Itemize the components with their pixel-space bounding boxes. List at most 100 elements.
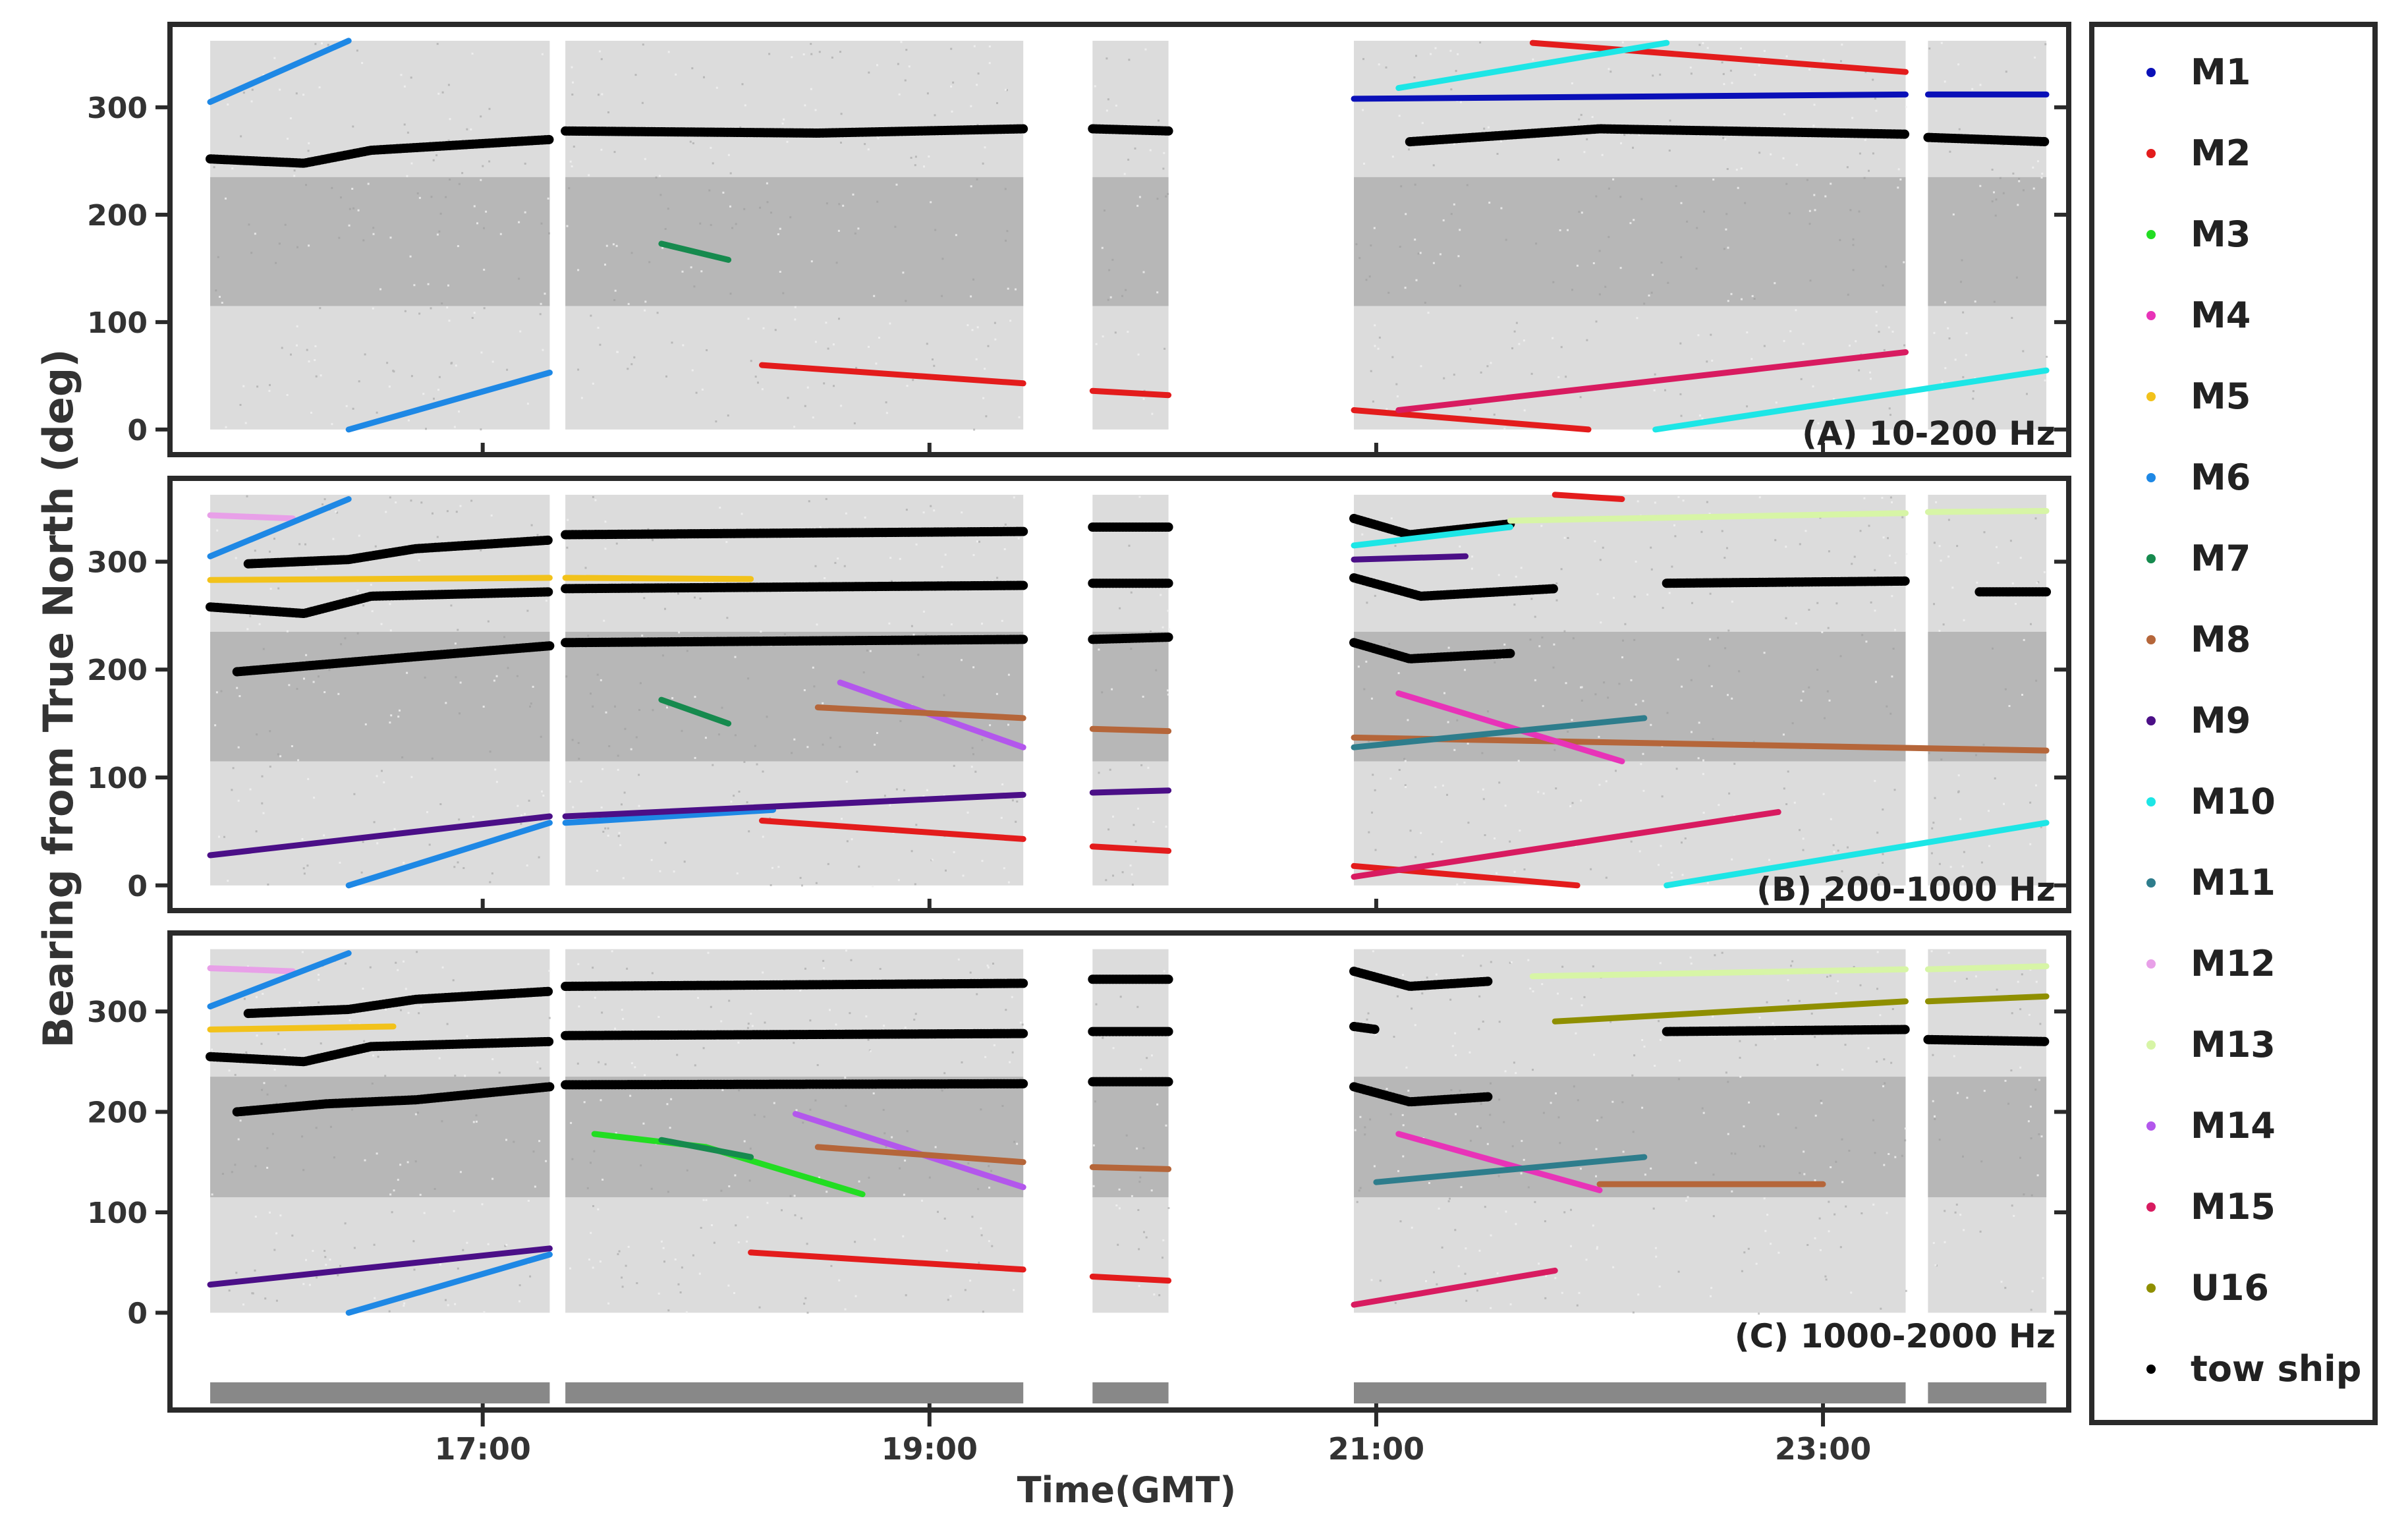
track-m8 xyxy=(814,1144,1026,1166)
track-m2 xyxy=(759,818,1026,842)
coverage-bar xyxy=(210,1382,550,1403)
track-tow-ship xyxy=(561,1079,1028,1090)
legend-marker-m11 xyxy=(2146,878,2156,888)
legend-marker-m2 xyxy=(2146,149,2156,158)
track-m10 xyxy=(1395,40,1670,92)
track-tow-ship xyxy=(1923,1034,2052,1046)
track-m6 xyxy=(207,38,352,105)
y-tick-label: 300 xyxy=(87,546,148,579)
legend-label-m1: M1 xyxy=(2191,51,2251,93)
track-m2 xyxy=(1089,1274,1172,1284)
panel-c-axes: 0 100 200 300 xyxy=(87,930,2071,1413)
legend-label-tow-ship: tow ship xyxy=(2191,1348,2361,1390)
track-tow-ship xyxy=(1349,1082,1493,1107)
coverage-dense-band xyxy=(1354,177,1906,306)
coverage-dense-band xyxy=(1092,1077,1169,1198)
legend-label-m8: M8 xyxy=(2191,619,2251,660)
coverage-dense-band xyxy=(565,177,1024,306)
y-tick-label: 300 xyxy=(87,996,148,1029)
panel-b-axes: 0 100 200 300 xyxy=(87,476,2071,913)
legend: M1 M2 M3 M4 M5 M6 M7 M8 M9 M10 M11 M12 M13 M14 M15 U16 t… xyxy=(2146,51,2361,1390)
legend-marker-m13 xyxy=(2146,1040,2156,1050)
track-m13 xyxy=(1507,510,1909,524)
track-m6 xyxy=(207,496,352,559)
track-tow-ship xyxy=(1349,513,1515,540)
track-m8 xyxy=(1089,725,1172,735)
legend-marker-m5 xyxy=(2146,392,2156,401)
track-m9 xyxy=(207,813,553,859)
track-tow-ship xyxy=(206,134,555,168)
track-m2 xyxy=(1552,492,1625,502)
x-tick-label: 23:00 xyxy=(1775,1431,1871,1467)
panel-b-background-noise xyxy=(210,494,2047,888)
y-tick-label: 0 xyxy=(127,414,148,447)
coverage-bars xyxy=(210,1382,2047,1403)
track-m2 xyxy=(748,1249,1026,1273)
legend-label-m5: M5 xyxy=(2191,376,2251,417)
legend-marker-m3 xyxy=(2146,230,2156,239)
legend-marker-m4 xyxy=(2146,311,2156,320)
track-tow-ship xyxy=(561,124,1028,138)
legend-marker-tow-ship xyxy=(2146,1365,2156,1374)
track-tow-ship xyxy=(1662,576,1911,588)
track-m2 xyxy=(759,362,1026,387)
track-m15 xyxy=(1351,808,1781,880)
track-m12 xyxy=(207,512,296,522)
legend-marker-m7 xyxy=(2146,554,2156,563)
track-m7 xyxy=(658,1137,754,1160)
legend-marker-m15 xyxy=(2146,1202,2156,1212)
coverage-dense-band xyxy=(1928,1077,2047,1198)
x-axis-label: Time(GMT) xyxy=(1017,1469,1237,1511)
noise-speckle xyxy=(1363,496,1904,879)
panel-frame xyxy=(167,476,2071,913)
track-m8 xyxy=(1351,734,2050,754)
track-m11 xyxy=(1351,715,1648,750)
coverage-dense-band xyxy=(1928,177,2047,306)
legend-frame xyxy=(2089,22,2378,1425)
track-tow-ship xyxy=(561,526,1028,540)
track-tow-ship xyxy=(561,1029,1028,1040)
panel-c-tracks xyxy=(206,950,2052,1316)
legend-label-m6: M6 xyxy=(2191,457,2251,498)
track-m12 xyxy=(207,965,296,974)
track-tow-ship xyxy=(561,580,1028,594)
x-tick-label: 21:00 xyxy=(1328,1431,1424,1467)
y-tick-label: 300 xyxy=(87,92,148,125)
y-tick-label: 0 xyxy=(127,1297,148,1330)
track-tow-ship xyxy=(1349,967,1493,991)
y-tick-label: 100 xyxy=(87,1197,148,1230)
track-m15 xyxy=(1395,349,1909,413)
coverage-dense-band xyxy=(1928,631,2047,762)
track-tow-ship xyxy=(561,635,1028,648)
legend-marker-m10 xyxy=(2146,797,2156,806)
legend-label-m11: M11 xyxy=(2191,862,2276,903)
legend-marker-m9 xyxy=(2146,716,2156,725)
track-tow-ship xyxy=(1349,1021,1381,1034)
track-m14 xyxy=(792,1111,1026,1191)
track-m1 xyxy=(1351,91,1909,102)
panel-frame xyxy=(167,22,2071,457)
track-tow-ship xyxy=(1349,638,1515,663)
coverage-bar xyxy=(565,1382,1024,1403)
track-tow-ship xyxy=(1923,132,2052,147)
coverage-bar xyxy=(1928,1382,2047,1403)
track-m6 xyxy=(562,806,776,826)
legend-label-u16: U16 xyxy=(2191,1267,2269,1309)
track-m2 xyxy=(1089,843,1172,854)
track-m10 xyxy=(1351,524,1513,549)
track-m11 xyxy=(1373,1154,1648,1185)
panel-b: 0 100 200 300 (B) 200-1000 Hz xyxy=(87,476,2071,913)
track-m13 xyxy=(1924,963,2050,973)
panel-a-axes: 0 100 200 300 xyxy=(87,22,2071,457)
track-tow-ship xyxy=(1349,573,1560,601)
legend-label-m14: M14 xyxy=(2191,1105,2276,1146)
panel-b-tracks xyxy=(206,492,2052,889)
y-axis-label: Bearing from True North (deg) xyxy=(34,349,82,1048)
panel-a-background-noise xyxy=(210,40,2048,431)
legend-label-m15: M15 xyxy=(2191,1186,2276,1228)
legend-marker-m14 xyxy=(2146,1121,2156,1131)
y-tick-label: 100 xyxy=(87,762,148,795)
track-tow-ship xyxy=(232,1082,555,1117)
legend-label-m2: M2 xyxy=(2191,132,2251,174)
track-tow-ship xyxy=(232,641,555,677)
